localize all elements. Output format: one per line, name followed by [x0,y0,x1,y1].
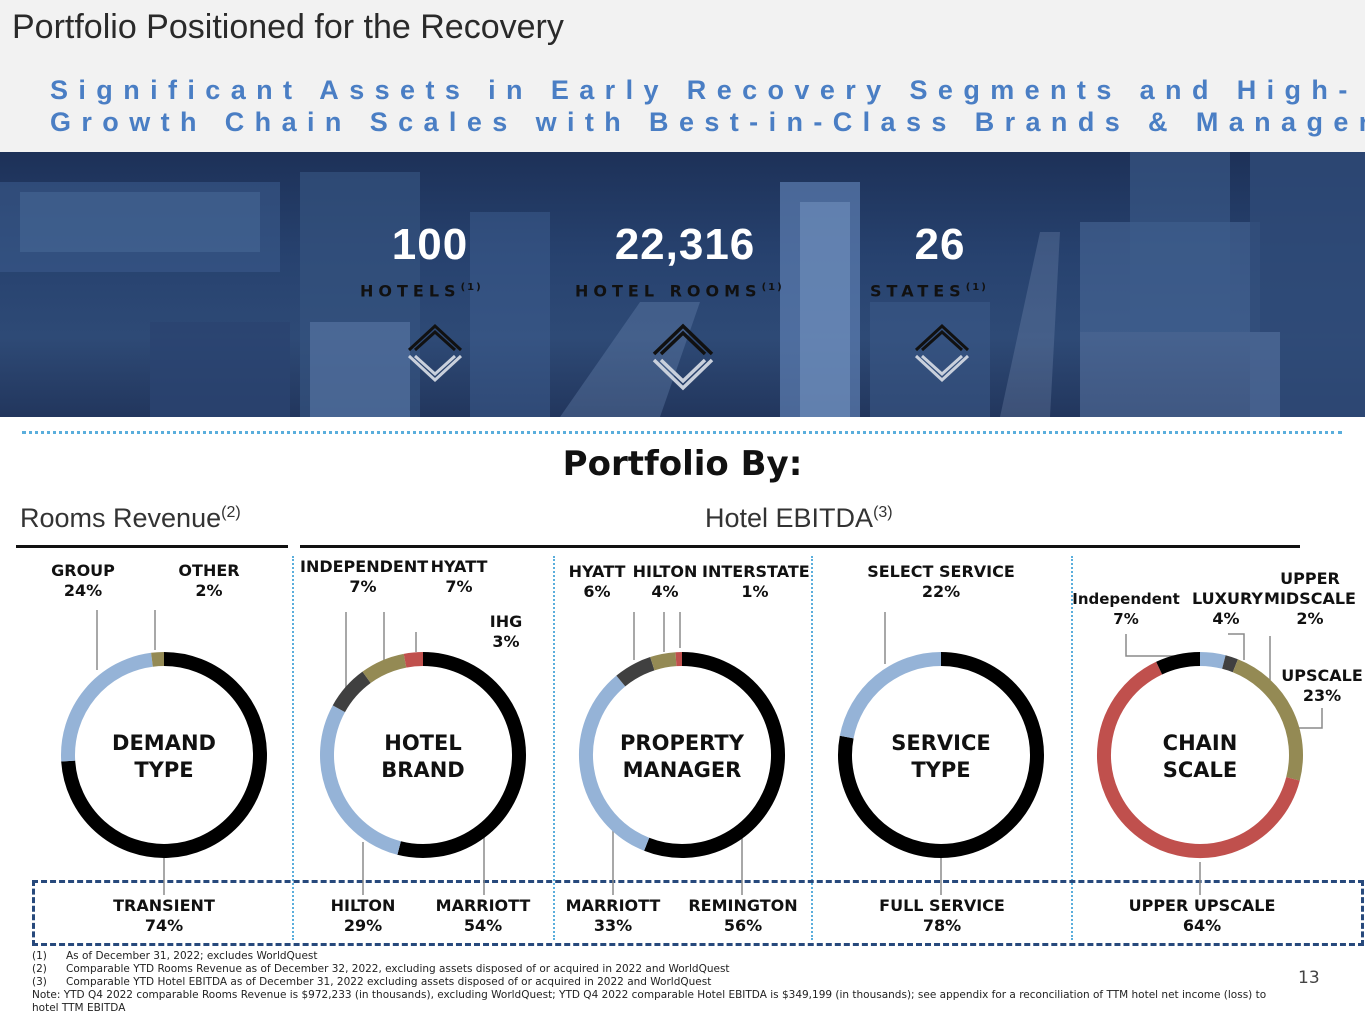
city-banner: 100 HOTELS(1) 22,316 HOTEL ROOMS(1) 26 S… [0,152,1365,417]
label-upscale: UPSCALE 23% [1281,666,1363,705]
donut-slice-hilton [320,705,401,855]
donut-center-label: TYPE [911,758,970,782]
stat-hotel-rooms-value: 22,316 [614,220,756,269]
portfolio-by-heading: Portfolio By: [562,444,803,484]
label-select-service: SELECT SERVICE 22% [867,562,1015,601]
donut-slice-full-service [838,652,1044,858]
label-other: OTHER 2% [178,561,240,600]
label-hyatt: HYATT 7% [430,557,488,596]
column-divider [1071,556,1073,940]
donut-slice-upper-midscale [1222,655,1238,673]
stat-hotel-rooms: 22,316 HOTEL ROOMS(1) [575,220,795,300]
stat-hotels: 100 HOTELS(1) [360,220,500,300]
donut-slice-marriott [579,675,650,851]
footnote-2: (2) Comparable YTD Rooms Revenue as of De… [32,963,730,975]
stat-hotels-value: 100 [391,220,469,269]
label-full-service: FULL SERVICE 78% [879,896,1005,935]
donut-slice-marriott [397,652,526,858]
label-pm-interstate: INTERSTATE 1% [702,562,810,601]
label-cs-independent: Independent 7% [1072,590,1180,628]
hotel-ebitda-heading: Hotel EBITDA(3) [705,503,893,533]
column-divider [292,556,294,940]
donut-slice-independent [332,671,371,713]
donut-slice-independent [1156,652,1201,675]
footnote-3: (3) Comparable YTD Hotel EBITDA as of Dec… [32,976,712,988]
donut-slice-transient [61,652,267,858]
donut-center-label: BRAND [381,758,464,782]
chevron-logo-icon [914,323,970,383]
donut-center-label: CHAIN [1163,731,1238,755]
stat-states: 26 STATES(1) [870,220,1010,300]
donut-center-label: SERVICE [891,731,990,755]
leader-line [1125,634,1196,657]
stat-states-value: 26 [914,220,966,269]
column-divider [553,556,555,940]
chevron-logo-icon [407,323,463,383]
donut-slice-luxury [1199,652,1226,669]
label-transient: TRANSIENT 74% [113,896,215,935]
donut-slice-remington [644,652,785,858]
donut-slice-upper-upscale [1097,661,1300,858]
bottom-labels-box [32,880,1364,946]
donut-slice-other [151,652,165,667]
city-skyline-image [0,152,1365,417]
donut-center-label: PROPERTY [620,731,745,755]
stat-hotels-label: HOTELS(1) [360,281,483,301]
header: Portfolio Positioned for the Recovery Si… [0,0,1365,152]
donut-slice-ihg [403,652,424,668]
label-ihg: IHG 3% [489,612,523,651]
label-independent: INDEPENDENT 7% [300,557,429,596]
donut-center-label: DEMAND [112,731,216,755]
donut-center-label: HOTEL [384,731,461,755]
donut-slice-hyatt [362,653,407,684]
stat-hotel-rooms-label: HOTEL ROOMS(1) [575,281,784,301]
label-upper-upscale: UPPER UPSCALE 64% [1128,896,1276,935]
column-divider [811,556,813,940]
dotted-divider [22,431,1342,434]
label-pm-remington: REMINGTON 56% [688,896,798,935]
label-luxury: LUXURY 4% [1192,589,1263,628]
label-hilton: HILTON 29% [330,896,396,935]
page-number: 13 [1298,968,1320,988]
donut-slice-group [61,652,153,762]
label-marriott: MARRIOTT 54% [435,896,531,935]
donut-slice-hyatt [616,657,655,687]
label-pm-marriott: MARRIOTT 33% [565,896,661,935]
footnote-1: (1) As of December 31, 2022; excludes Wor… [32,950,318,962]
label-pm-hyatt: HYATT 6% [568,562,626,601]
subtitle-line-1: Significant Assets in Early Recovery Seg… [50,75,1358,105]
stat-states-label: STATES(1) [870,281,988,301]
donut-center-label: MANAGER [623,758,742,782]
subtitle-line-2: Growth Chain Scales with Best-in-Class B… [50,107,1365,137]
label-group: GROUP 24% [51,561,115,600]
label-upper-midscale: UPPER MIDSCALE 2% [1264,569,1356,628]
leader-line [1228,633,1245,660]
rooms-revenue-rule [16,545,288,548]
footnote-note: Note: YTD Q4 2022 comparable Rooms Reven… [32,989,1267,1014]
donut-center-label: TYPE [134,758,193,782]
footnotes: (1) As of December 31, 2022; excludes Wor… [32,950,1292,1015]
rooms-revenue-heading: Rooms Revenue(2) [20,503,241,533]
chevron-logo-icon [652,323,714,391]
subtitle: Significant Assets in Early Recovery Seg… [50,74,1365,138]
donut-center-label: SCALE [1163,758,1238,782]
donut-slice-select-service [839,652,942,739]
page-title: Portfolio Positioned for the Recovery [12,8,564,46]
label-pm-hilton: HILTON 4% [632,562,698,601]
donut-slice-hilton [650,652,677,671]
hotel-ebitda-rule [300,545,1300,548]
leader-line [1296,708,1323,729]
